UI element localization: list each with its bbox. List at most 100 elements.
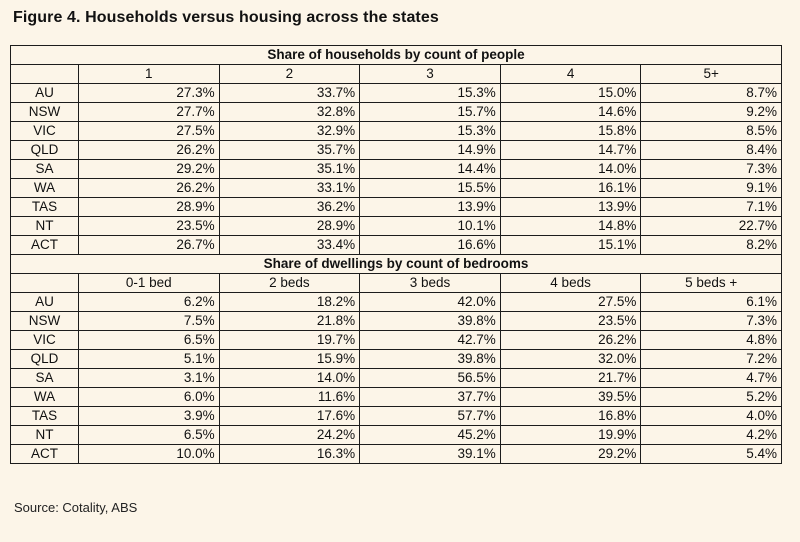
figure-title: Figure 4. Households versus housing acro… [13,9,439,26]
table-cell: 29.2% [78,159,220,179]
table-cell: 33.4% [218,235,361,255]
table-row: SA 3.1% 14.0% 56.5% 21.7% 4.7% [10,368,782,388]
households-col-header: 4 [499,64,642,84]
table-cell: 4.2% [640,425,782,445]
state-label: SA [10,159,79,179]
dwellings-col-header: 2 beds [218,273,361,293]
table-cell: 8.7% [640,83,782,103]
table-cell: 8.2% [640,235,782,255]
table-cell: 18.2% [218,292,361,312]
table-cell: 56.5% [359,368,501,388]
table-cell: 42.7% [359,330,501,350]
table-row: AU 6.2% 18.2% 42.0% 27.5% 6.1% [10,292,782,312]
dwellings-column-headers: 0-1 bed 2 beds 3 beds 4 beds 5 beds + [10,273,782,293]
table-cell: 14.8% [499,216,642,236]
table-cell: 26.2% [78,140,220,160]
table-row: SA 29.2% 35.1% 14.4% 14.0% 7.3% [10,159,782,179]
table-cell: 17.6% [218,406,361,426]
table-cell: 19.7% [218,330,361,350]
table-cell: 57.7% [359,406,501,426]
table-cell: 19.9% [499,425,642,445]
table-cell: 6.1% [640,292,782,312]
table-cell: 5.1% [78,349,220,369]
table-cell: 15.9% [218,349,361,369]
table-cell: 26.2% [78,178,220,198]
table-cell: 10.1% [359,216,501,236]
state-label: VIC [10,121,79,141]
table-cell: 39.8% [359,349,501,369]
table-cell: 21.8% [218,311,361,331]
table-row: NSW 7.5% 21.8% 39.8% 23.5% 7.3% [10,311,782,331]
table-cell: 35.1% [218,159,361,179]
table-cell: 27.3% [78,83,220,103]
table-cell: 4.0% [640,406,782,426]
table-cell: 23.5% [78,216,220,236]
table-cell: 29.2% [499,444,642,464]
table-cell: 22.7% [640,216,782,236]
state-label: QLD [10,140,79,160]
state-label: WA [10,387,79,407]
state-label: NSW [10,311,79,331]
table-cell: 10.0% [78,444,220,464]
table-row: TAS 3.9% 17.6% 57.7% 16.8% 4.0% [10,406,782,426]
table-cell: 42.0% [359,292,501,312]
households-col-state [10,64,79,84]
table-cell: 5.2% [640,387,782,407]
households-col-header: 3 [359,64,501,84]
table-cell: 33.7% [218,83,361,103]
dwellings-section-header: Share of dwellings by count of bedrooms [10,254,782,274]
table-cell: 11.6% [218,387,361,407]
table-cell: 27.5% [499,292,642,312]
state-label: SA [10,368,79,388]
table-cell: 32.0% [499,349,642,369]
households-column-headers: 1 2 3 4 5+ [10,64,782,84]
table-cell: 14.6% [499,102,642,122]
table-cell: 45.2% [359,425,501,445]
table-cell: 7.5% [78,311,220,331]
table-cell: 26.2% [499,330,642,350]
table-cell: 15.8% [499,121,642,141]
table-cell: 14.0% [218,368,361,388]
table-cell: 15.0% [499,83,642,103]
table-cell: 21.7% [499,368,642,388]
table-row: NT 23.5% 28.9% 10.1% 14.8% 22.7% [10,216,782,236]
table-cell: 7.2% [640,349,782,369]
table-cell: 5.4% [640,444,782,464]
households-col-header: 5+ [640,64,782,84]
table-cell: 6.5% [78,425,220,445]
table-cell: 13.9% [499,197,642,217]
table-cell: 16.3% [218,444,361,464]
state-label: NT [10,425,79,445]
state-label: NT [10,216,79,236]
households-section-header: Share of households by count of people [10,45,782,65]
table-cell: 6.5% [78,330,220,350]
table-cell: 4.7% [640,368,782,388]
table-cell: 15.1% [499,235,642,255]
dwellings-col-header: 5 beds + [640,273,782,293]
state-label: VIC [10,330,79,350]
table-cell: 27.7% [78,102,220,122]
table-cell: 4.8% [640,330,782,350]
state-label: QLD [10,349,79,369]
table-cell: 32.9% [218,121,361,141]
table-cell: 26.7% [78,235,220,255]
table-cell: 39.1% [359,444,501,464]
households-col-header: 1 [78,64,220,84]
table-cell: 15.3% [359,83,501,103]
dwellings-col-state [10,273,79,293]
table-row: TAS 28.9% 36.2% 13.9% 13.9% 7.1% [10,197,782,217]
state-label: TAS [10,406,79,426]
state-label: WA [10,178,79,198]
table-cell: 23.5% [499,311,642,331]
table-cell: 39.5% [499,387,642,407]
households-housing-table: Share of households by count of people 1… [10,45,782,464]
table-cell: 15.5% [359,178,501,198]
table-cell: 7.1% [640,197,782,217]
table-row: WA 26.2% 33.1% 15.5% 16.1% 9.1% [10,178,782,198]
table-row: VIC 27.5% 32.9% 15.3% 15.8% 8.5% [10,121,782,141]
table-cell: 8.4% [640,140,782,160]
table-cell: 13.9% [359,197,501,217]
households-heading: Share of households by count of people [10,45,782,65]
dwellings-col-header: 0-1 bed [78,273,220,293]
table-cell: 16.6% [359,235,501,255]
